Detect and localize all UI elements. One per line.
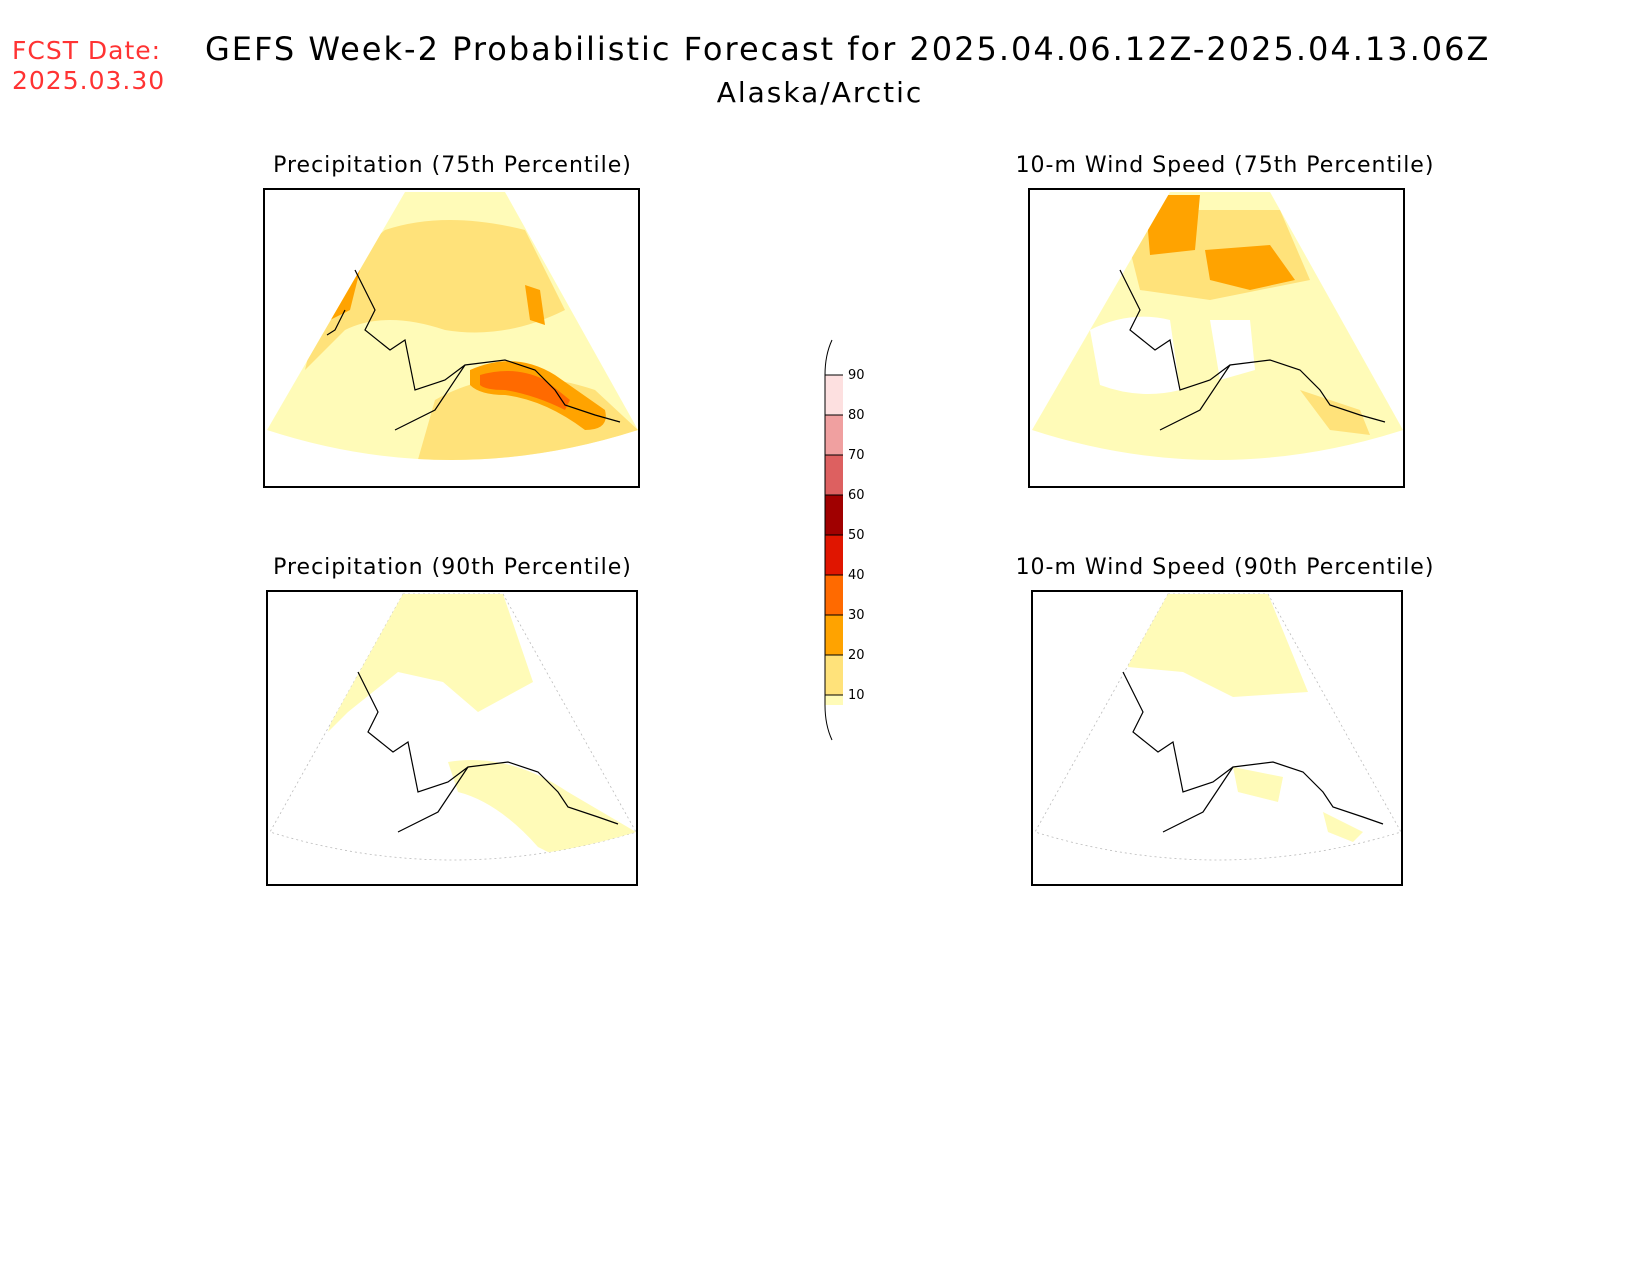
fcst-date: 2025.03.30 <box>12 66 166 95</box>
map-precip-90 <box>266 590 638 886</box>
precip-75-area-20-north <box>305 220 565 370</box>
legend-bottom-cap <box>824 704 833 741</box>
map-precip-90-svg <box>269 593 636 861</box>
map-wind-75-svg <box>1032 192 1403 460</box>
wind-75-area-30-northeast <box>1205 245 1295 290</box>
wind-75-area-20-southeast <box>1300 390 1370 435</box>
legend-swatch-20 <box>825 655 843 695</box>
legend-swatch-30 <box>825 615 843 655</box>
panel-title-precip-90: Precipitation (90th Percentile) <box>273 555 632 580</box>
forecast-date-label: FCST Date: 2025.03.30 <box>12 36 165 96</box>
map-wind-90-svg <box>1034 593 1401 861</box>
region-subtitle: Alaska/Arctic <box>716 76 924 109</box>
wind-75-area-30-north <box>1145 195 1200 255</box>
legend-label-80: 80 <box>848 408 865 423</box>
wind-75-coastline <box>1119 269 1386 423</box>
legend-label-40: 40 <box>848 568 865 583</box>
precip-90-peninsula <box>397 766 469 833</box>
legend-top-cap <box>824 339 833 376</box>
wind-90-peninsula <box>1162 766 1234 833</box>
wind-90-coastline <box>1122 671 1384 825</box>
color-legend: 90 80 70 60 50 40 30 20 10 <box>820 335 880 745</box>
legend-label-20: 20 <box>848 648 865 663</box>
panel-title-wind-90: 10-m Wind Speed (90th Percentile) <box>1015 555 1435 580</box>
wind-90-area-10-south <box>1233 767 1283 802</box>
wind-75-below-10-center <box>1210 320 1255 380</box>
map-precip-75-svg <box>267 192 638 460</box>
legend-label-60: 60 <box>848 488 865 503</box>
map-wind-75 <box>1028 188 1405 488</box>
wind-90-area-10-southeast <box>1323 812 1363 842</box>
wind-90-area-10-north <box>1128 594 1308 697</box>
precip-75-peninsula <box>394 364 466 431</box>
legend-swatch-60 <box>825 495 843 535</box>
precip-90-area-10-south <box>448 760 636 860</box>
panel-title-wind-75: 10-m Wind Speed (75th Percentile) <box>1015 153 1435 178</box>
legend-label-10: 10 <box>848 688 865 703</box>
color-legend-svg: 90 80 70 60 50 40 30 20 10 <box>824 339 865 741</box>
legend-swatch-80 <box>825 415 843 455</box>
legend-label-70: 70 <box>848 448 865 463</box>
fcst-label: FCST Date: <box>12 36 162 65</box>
legend-label-90: 90 <box>848 368 865 383</box>
map-wind-90 <box>1031 590 1403 886</box>
precip-75-area-40 <box>480 371 570 410</box>
panel-title-precip-75: Precipitation (75th Percentile) <box>273 153 632 178</box>
legend-swatch-10 <box>825 695 843 705</box>
precip-75-coastline-west <box>326 309 346 336</box>
legend-swatch-70 <box>825 455 843 495</box>
precip-75-coastline <box>354 269 621 423</box>
precip-75-area-30-east <box>525 285 545 325</box>
precip-90-coastline <box>357 671 619 825</box>
wind-90-map-outline <box>1034 593 1401 861</box>
legend-label-50: 50 <box>848 528 865 543</box>
legend-swatch-50 <box>825 535 843 575</box>
wind-75-peninsula <box>1159 364 1231 431</box>
map-precip-75 <box>263 188 640 488</box>
legend-swatch-90 <box>825 375 843 415</box>
legend-label-30: 30 <box>848 608 865 623</box>
page-title: GEFS Week-2 Probabilistic Forecast for 2… <box>205 30 1491 68</box>
legend-swatch-40 <box>825 575 843 615</box>
wind-75-below-10-west <box>1090 316 1180 394</box>
